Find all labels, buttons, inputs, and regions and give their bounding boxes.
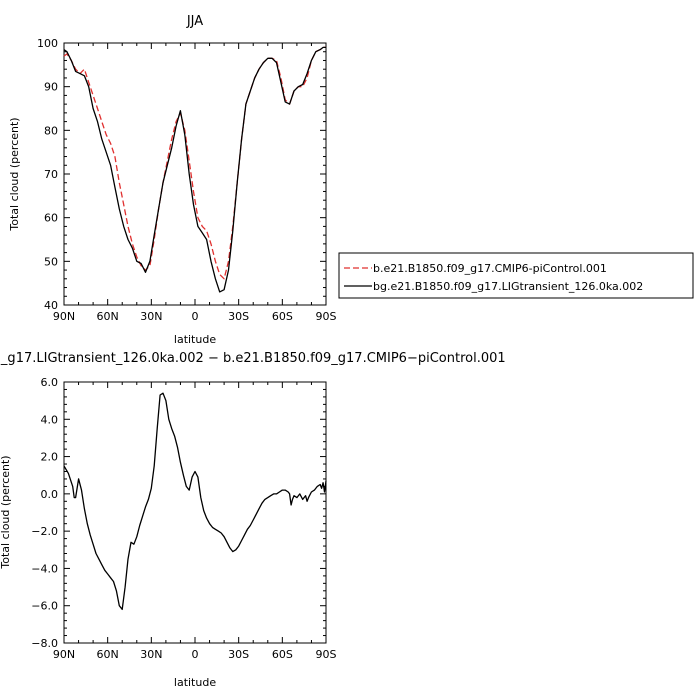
y-tick-label: 90 [44, 81, 58, 94]
legend-box [338, 252, 694, 299]
x-tick-label: 90N [53, 648, 75, 661]
y-tick-label: −6.0 [31, 600, 58, 613]
x-tick-label: 30S [228, 648, 249, 661]
legend: b.e21.B1850.f09_g17.CMIP6-piControl.001 … [338, 252, 694, 299]
chart-title: bg.e21.B1850.f09_g17.LIGtransient_126.0k… [0, 351, 506, 366]
x-axis-label: latitude [174, 333, 216, 346]
x-tick-label: 0 [192, 648, 199, 661]
chart-title: JJA [186, 14, 203, 29]
y-tick-label: 70 [44, 168, 58, 181]
legend-label-piControl: b.e21.B1850.f09_g17.CMIP6-piControl.001 [373, 262, 607, 275]
y-tick-label: 100 [37, 37, 58, 50]
y-tick-label: 40 [44, 299, 58, 312]
y-axis-label: Total cloud (percent) [0, 455, 12, 569]
y-axis-label: Total cloud (percent) [8, 117, 21, 231]
y-tick-label: 0.0 [41, 488, 59, 501]
x-axis-label: latitude [174, 676, 216, 689]
panel-top: JJA 90N 60N 30N 0 30S 60S 90S 40 50 60 70 80 90 100 l… [8, 14, 337, 346]
y-tick-label: −2.0 [31, 525, 58, 538]
x-tick-label: 60S [272, 310, 293, 323]
y-tick-label: 4.0 [41, 413, 59, 426]
x-tick-label: 90N [53, 310, 75, 323]
plot-frame [63, 381, 327, 644]
series-line-0 [63, 46, 326, 280]
y-tick-label: 2.0 [41, 451, 59, 464]
x-tick-label: 60S [272, 648, 293, 661]
y-tick-label: −4.0 [31, 562, 58, 575]
panel-bottom: bg.e21.B1850.f09_g17.LIGtransient_126.0k… [0, 351, 506, 689]
legend-label-LIGtransient: bg.e21.B1850.f09_g17.LIGtransient_126.0k… [373, 280, 643, 293]
x-tick-label: 30S [228, 310, 249, 323]
x-tick-label: 60N [97, 648, 119, 661]
x-tick-label: 30N [140, 310, 162, 323]
x-tick-label: 90S [316, 310, 337, 323]
x-tick-label: 30N [140, 648, 162, 661]
x-tick-label: 60N [97, 310, 119, 323]
series-line-0 [63, 392, 327, 611]
plot-frame [63, 42, 327, 306]
y-tick-label: 6.0 [41, 376, 59, 389]
y-tick-label: −8.0 [31, 637, 58, 650]
y-tick-label: 80 [44, 124, 58, 137]
series-line-1 [63, 46, 326, 293]
x-tick-label: 90S [316, 648, 337, 661]
y-tick-label: 50 [44, 255, 58, 268]
x-tick-label: 0 [192, 310, 199, 323]
y-tick-label: 60 [44, 212, 58, 225]
